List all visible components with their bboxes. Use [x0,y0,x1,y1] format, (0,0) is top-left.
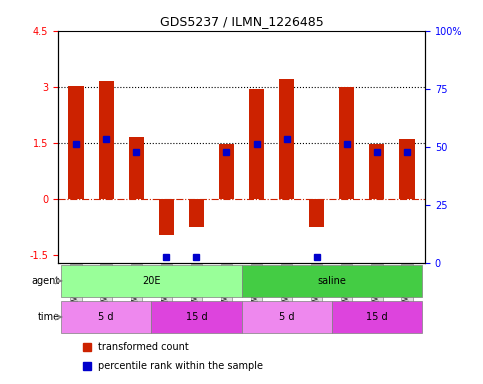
Text: GSM569785: GSM569785 [162,265,171,311]
Text: time: time [37,312,59,322]
Text: saline: saline [317,276,346,286]
Bar [69,86,84,199]
Text: GSM569779: GSM569779 [71,265,81,311]
Bar [219,144,234,199]
Text: 20E: 20E [142,276,160,286]
FancyBboxPatch shape [332,301,422,333]
Text: GSM569781: GSM569781 [132,265,141,311]
FancyBboxPatch shape [242,265,422,297]
Text: transformed count: transformed count [99,343,189,353]
Text: GSM569786: GSM569786 [192,265,201,311]
FancyBboxPatch shape [61,301,151,333]
Text: 5 d: 5 d [279,312,294,322]
Text: GDS5237 / ILMN_1226485: GDS5237 / ILMN_1226485 [159,15,324,28]
FancyBboxPatch shape [151,301,242,333]
Text: 15 d: 15 d [185,312,207,322]
Bar [189,199,204,227]
Text: GSM569783: GSM569783 [282,265,291,311]
Bar [369,144,384,199]
Bar [159,199,174,235]
Bar [279,79,294,199]
Bar [339,87,355,199]
Text: GSM569787: GSM569787 [222,265,231,311]
FancyBboxPatch shape [242,301,332,333]
Bar [99,81,114,199]
Text: GSM569789: GSM569789 [372,265,382,311]
Text: 5 d: 5 d [99,312,114,322]
Text: GSM569780: GSM569780 [101,265,111,311]
Text: 15 d: 15 d [366,312,388,322]
Text: GSM569782: GSM569782 [252,265,261,311]
FancyBboxPatch shape [61,265,242,297]
Text: GSM569790: GSM569790 [402,265,412,311]
Bar [128,137,144,199]
Text: percentile rank within the sample: percentile rank within the sample [99,361,263,371]
Text: GSM569784: GSM569784 [312,265,321,311]
Bar [399,139,414,199]
Bar [249,89,264,199]
Text: agent: agent [31,276,59,286]
Bar [309,199,324,227]
Text: GSM569788: GSM569788 [342,265,351,311]
